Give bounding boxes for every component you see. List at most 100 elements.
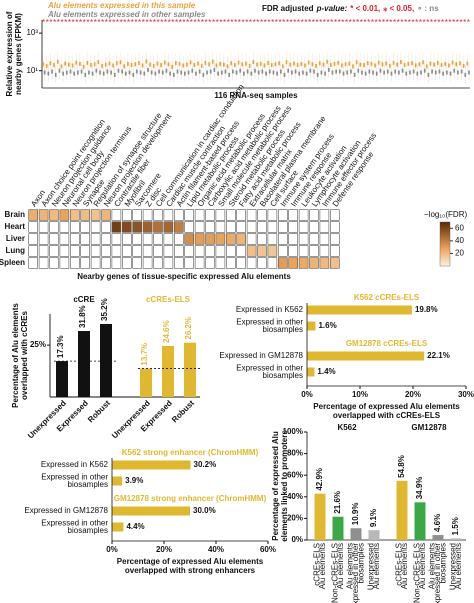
median-box [110,70,112,75]
median-box [224,69,227,74]
median-box [217,71,219,76]
median-box [316,72,319,77]
median-box [180,70,183,75]
empty-cell [163,209,174,221]
value-label: 4.4% [126,522,144,531]
empty-cell [142,209,153,221]
median-box [468,70,470,75]
y-tick-label: 10¹ [26,66,38,75]
median-box [381,62,384,67]
median-box [60,64,63,69]
median-box [165,68,168,73]
legend-label: Alu elements expressed in this sample [47,1,196,10]
empty-cell [59,257,70,269]
median-box [361,70,363,75]
chart-title: cCRE [73,295,95,304]
x-tick-label: Alu elements [336,543,345,589]
median-box [245,61,247,66]
median-box [43,70,46,75]
median-box [90,63,92,68]
value-label: 26.2% [184,317,193,340]
empty-cell [319,233,330,245]
empty-cell [111,245,122,257]
empty-cell [132,233,142,245]
empty-cell [288,245,299,257]
fdr-legend-part: * < 0.01, [350,4,380,13]
fdr-legend-part: FDR adjusted [262,4,314,13]
fdr-legend-part: ∘ : ns [417,4,439,13]
value-label: 54.8% [397,455,406,478]
heat-cell [194,233,205,245]
median-box [127,61,129,66]
median-box [128,70,131,75]
median-box [329,63,332,68]
x-axis-label: 116 RNA-seq samples [214,91,298,100]
median-box [294,69,297,74]
heat-cell [329,257,340,269]
x-tick-label: Alu elements [428,543,437,589]
median-box [278,61,280,66]
empty-cell [329,221,340,233]
empty-cell [38,257,49,269]
empty-cell [111,257,122,269]
median-box [220,70,223,75]
empty-cell [288,221,299,233]
y-tick-label: Expressed in other [236,363,303,372]
row-label: Liver [6,234,25,243]
median-box [211,59,214,64]
y-tick-label: biosamples [68,480,108,489]
median-box [136,69,138,74]
colorbar-tick-label: 20 [455,249,464,258]
empty-cell [153,245,163,257]
value-label: 34.9% [415,477,424,500]
median-box [396,62,399,67]
empty-cell [309,209,319,221]
empty-cell [288,209,299,221]
empty-cell [174,233,184,245]
median-box [296,63,299,68]
empty-cell [319,209,330,221]
median-box [117,68,120,73]
x-tick-label: Unexpressed [366,543,375,590]
median-box [311,62,314,67]
x-tick-label: 10% [352,390,368,399]
empty-cell [329,245,340,257]
empty-cell [59,221,70,233]
y-tick-label: Expressed in K562 [236,305,304,314]
median-box [444,61,447,66]
median-box [248,63,251,68]
x-tick-label: Non-cCREs-ELS [330,543,339,603]
bar [162,345,174,397]
bar [112,506,190,516]
median-box [178,61,181,66]
median-box [414,63,417,68]
empty-cell [153,257,163,269]
empty-cell [267,221,278,233]
heat-cell [184,233,194,245]
empty-cell [90,257,101,269]
median-box [254,68,256,73]
median-box [49,61,52,66]
median-box [79,61,81,66]
median-box [222,62,225,67]
heat-cell [153,221,163,233]
empty-cell [142,257,153,269]
median-box [274,62,277,67]
empty-cell [277,233,288,245]
empty-cell [90,233,101,245]
median-box [257,70,260,75]
heat-cell [174,221,184,233]
median-box [429,61,432,66]
empty-cell [80,221,90,233]
heat-cell [38,209,49,221]
empty-cell [163,245,174,257]
median-box [150,70,153,75]
empty-cell [226,209,236,221]
median-box [202,72,205,77]
empty-cell [184,257,194,269]
median-box [372,70,374,75]
median-box [141,63,144,68]
median-box [230,61,233,66]
empty-cell [267,209,278,221]
